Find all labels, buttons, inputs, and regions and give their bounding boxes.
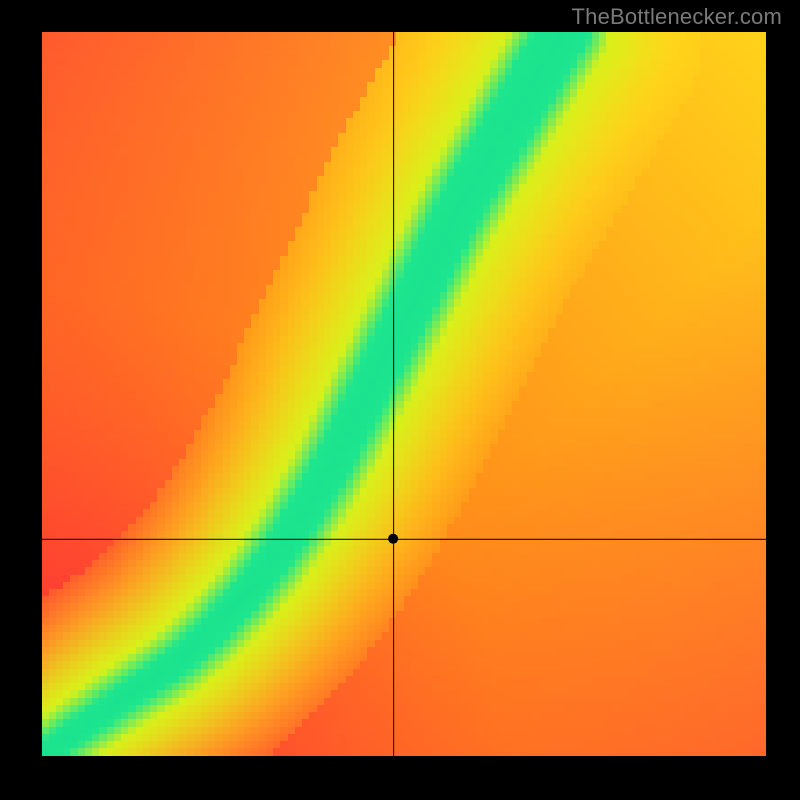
chart-container: TheBottlenecker.com [0, 0, 800, 800]
heatmap-plot [42, 32, 766, 756]
watermark-text: TheBottlenecker.com [572, 4, 782, 30]
heatmap-canvas [42, 32, 766, 756]
